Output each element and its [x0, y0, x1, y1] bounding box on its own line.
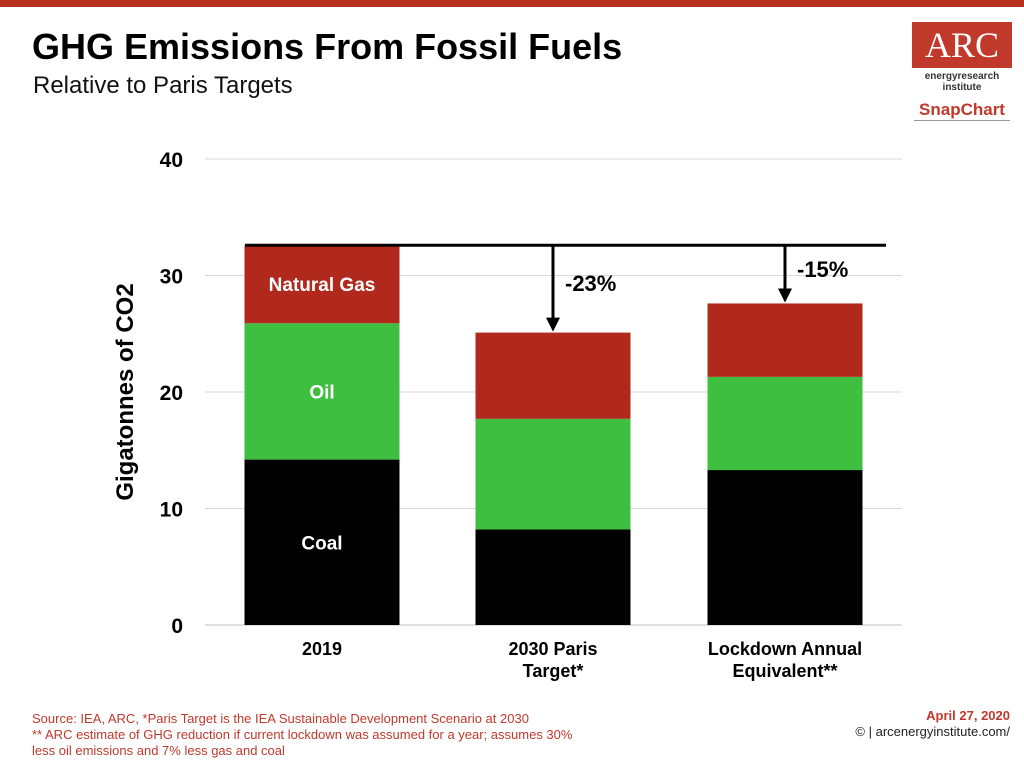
x-tick-label: 2030 Paris — [508, 639, 597, 659]
bar-segment-coal — [707, 470, 863, 625]
segment-label: Oil — [309, 382, 334, 403]
bar-segment-oil — [244, 323, 400, 460]
y-tick-label: 10 — [160, 499, 183, 522]
y-tick-label: 40 — [160, 149, 183, 172]
footnote-line: less oil emissions and 7% less gas and c… — [32, 743, 285, 758]
reduction-annotation: -23% — [565, 271, 616, 296]
footnote-line: ** ARC estimate of GHG reduction if curr… — [32, 727, 573, 742]
logo-wordmark: ARC — [912, 22, 1012, 68]
top-accent-bar — [0, 0, 1024, 7]
page-subtitle: Relative to Paris Targets — [33, 72, 293, 99]
bar-segment-coal — [475, 529, 631, 625]
bar-segment-natural-gas — [244, 245, 400, 324]
bar-segment-natural-gas — [707, 303, 863, 377]
logo-product-name: SnapChart — [919, 100, 1005, 119]
bar-segment-oil — [707, 376, 863, 471]
source-footnote: Source: IEA, ARC, *Paris Target is the I… — [32, 711, 572, 759]
reduction-annotation: -15% — [797, 257, 848, 282]
reduction-arrow-head — [778, 288, 792, 303]
bar-segment-natural-gas — [475, 332, 631, 419]
bar-segment-coal — [244, 459, 400, 625]
footnote-line: Source: IEA, ARC, *Paris Target is the I… — [32, 711, 529, 726]
x-tick-label: Target* — [523, 661, 584, 681]
logo-tagline-line1: energyresearch — [924, 71, 1000, 82]
bar-segment-oil — [475, 418, 631, 530]
y-tick-label: 0 — [171, 615, 183, 638]
y-tick-label: 30 — [160, 266, 183, 289]
logo-divider — [914, 120, 1010, 121]
x-tick-label: Equivalent** — [732, 661, 837, 681]
site-credit: © | arcenergyinstitute.com/ — [855, 724, 1010, 739]
reduction-arrow-head — [546, 317, 560, 332]
logo-tagline-line2: institute — [942, 82, 982, 93]
y-tick-label: 20 — [160, 382, 183, 405]
x-tick-label: Lockdown Annual — [708, 639, 862, 659]
segment-label: Coal — [301, 533, 342, 554]
page-title: GHG Emissions From Fossil Fuels — [32, 26, 623, 67]
y-axis-label: Gigatonnes of CO2 — [112, 283, 139, 500]
arc-logo: ARC energyresearch institute SnapChart — [912, 22, 1012, 124]
publish-date: April 27, 2020 — [926, 708, 1010, 723]
x-tick-label: 2019 — [302, 639, 342, 659]
segment-label: Natural Gas — [269, 275, 376, 296]
